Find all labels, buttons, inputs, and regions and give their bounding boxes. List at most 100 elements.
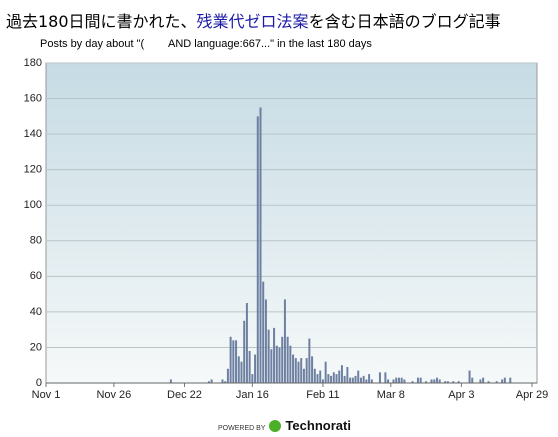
bar <box>471 377 474 383</box>
bar <box>482 377 485 383</box>
x-tick-label: Mar 8 <box>377 389 405 401</box>
y-tick-label: 80 <box>30 235 42 247</box>
chart-subtitle: Posts by day about "( AND language:667..… <box>40 38 372 50</box>
bar <box>286 336 289 383</box>
bar <box>245 303 248 383</box>
bar <box>278 347 281 383</box>
bar <box>435 377 438 383</box>
bar <box>378 372 381 383</box>
x-tick-label: Nov 1 <box>32 389 61 401</box>
bar <box>501 379 504 383</box>
bar <box>338 370 341 383</box>
y-tick-label: 40 <box>30 306 42 318</box>
x-tick-label: Nov 26 <box>96 389 131 401</box>
x-tick-label: Apr 29 <box>516 389 548 401</box>
footer: POWERED BY Technorati <box>218 418 351 433</box>
x-tick-label: Feb 11 <box>306 389 339 401</box>
title-link[interactable]: 残業代ゼロ法案 <box>196 12 309 31</box>
footer-label: POWERED BY <box>218 425 266 432</box>
bar <box>169 379 172 383</box>
bar <box>397 377 400 383</box>
bar <box>357 370 360 383</box>
bar <box>267 329 270 383</box>
bar <box>430 379 433 383</box>
bar <box>224 381 227 383</box>
bar <box>419 377 422 383</box>
bar <box>349 377 352 383</box>
y-tick-label: 60 <box>30 270 42 282</box>
title-text: 過去180日間に書かれた、 <box>6 12 197 31</box>
bar <box>343 375 346 383</box>
bar <box>365 379 368 383</box>
y-tick-label: 140 <box>24 128 42 140</box>
bar <box>270 349 273 383</box>
bar <box>335 374 338 383</box>
bar <box>433 379 436 383</box>
bar <box>359 377 362 383</box>
bar <box>340 365 343 383</box>
x-tick-label: Apr 3 <box>448 389 474 401</box>
bar <box>503 377 506 383</box>
bar <box>332 372 335 383</box>
bar <box>457 381 460 383</box>
bar <box>395 377 398 383</box>
y-tick-label: 160 <box>24 92 42 104</box>
bar <box>400 377 403 383</box>
bar <box>387 379 390 383</box>
bar <box>229 336 232 383</box>
bar <box>403 379 406 383</box>
bar <box>289 345 292 383</box>
y-tick-label: 120 <box>24 164 42 176</box>
bar <box>354 375 357 383</box>
footer-brand[interactable]: Technorati <box>285 418 351 433</box>
bar <box>264 299 267 383</box>
bar <box>275 345 278 383</box>
logo <box>269 420 282 432</box>
bar <box>292 354 295 383</box>
bar <box>384 372 387 383</box>
x-tick-label: Dec 22 <box>167 389 202 401</box>
bar <box>313 368 316 383</box>
bar <box>300 358 303 383</box>
bar <box>308 338 311 383</box>
bar <box>346 367 349 383</box>
bar <box>446 381 449 383</box>
bar <box>509 377 512 383</box>
bar <box>254 354 257 383</box>
bar <box>259 107 262 383</box>
bar <box>262 281 265 383</box>
bar <box>351 377 354 383</box>
bar <box>370 379 373 383</box>
bar <box>468 370 471 383</box>
bar <box>311 356 314 383</box>
y-tick-label: 100 <box>24 199 42 211</box>
bar <box>235 340 238 383</box>
bar <box>392 379 395 383</box>
bar <box>221 379 224 383</box>
bar <box>327 374 330 383</box>
x-tick-label: Jan 16 <box>236 389 269 401</box>
bar <box>438 379 441 383</box>
bar <box>487 381 490 383</box>
bar <box>425 381 428 383</box>
y-tick-label: 20 <box>30 341 42 353</box>
bar <box>207 381 210 383</box>
bar <box>411 381 414 383</box>
bar <box>248 351 251 383</box>
chart-title: 過去180日間に書かれた、残業代ゼロ法案を含む日本語のブログ記事 <box>6 8 501 32</box>
bar <box>495 381 498 383</box>
y-tick-label: 0 <box>36 377 42 389</box>
bar <box>319 370 322 383</box>
bar <box>232 340 235 383</box>
bar <box>444 381 447 383</box>
bar <box>251 374 254 383</box>
bar <box>256 116 259 383</box>
bar <box>316 374 319 383</box>
bar <box>302 368 305 383</box>
bar <box>321 379 324 383</box>
bar <box>281 336 284 383</box>
y-tick-label: 180 <box>24 57 42 69</box>
bar <box>283 299 286 383</box>
bar <box>362 375 365 383</box>
